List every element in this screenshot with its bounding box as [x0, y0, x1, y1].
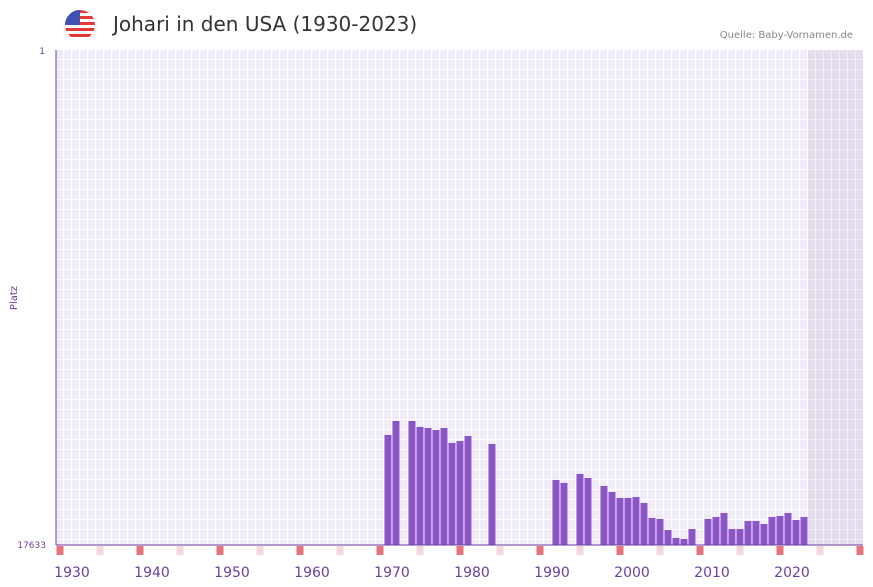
- bar-2004[interactable]: [664, 529, 672, 545]
- year-marker: [856, 546, 864, 555]
- bar-2001[interactable]: [640, 503, 648, 545]
- bar-1969[interactable]: [384, 434, 392, 545]
- year-marker: [136, 546, 144, 555]
- year-marker: [736, 546, 744, 555]
- bar-1998[interactable]: [616, 497, 624, 545]
- bar-2007[interactable]: [688, 528, 696, 545]
- year-marker: [576, 546, 584, 555]
- year-marker: [336, 546, 344, 555]
- bar-2014[interactable]: [744, 520, 752, 545]
- bar-2020[interactable]: [792, 519, 800, 545]
- y-tick-top: 1: [39, 47, 45, 57]
- bar-2018[interactable]: [776, 515, 784, 545]
- chart-title: Johari in den USA (1930-2023): [113, 12, 418, 36]
- x-tick-label: 1950: [214, 565, 250, 581]
- bar-1972[interactable]: [408, 420, 416, 545]
- bar-1973[interactable]: [416, 426, 424, 545]
- bar-1978[interactable]: [456, 440, 464, 545]
- bar-1991[interactable]: [560, 482, 568, 545]
- year-marker: [176, 546, 184, 555]
- bar-2021[interactable]: [800, 517, 808, 545]
- year-marker: [296, 546, 304, 555]
- bar-1996[interactable]: [600, 485, 608, 545]
- year-marker: [456, 546, 464, 555]
- x-tick-label: 1990: [534, 565, 570, 581]
- bar-1974[interactable]: [424, 427, 432, 545]
- bar-1976[interactable]: [440, 427, 448, 545]
- bar-2000[interactable]: [632, 496, 640, 545]
- bar-2019[interactable]: [784, 512, 792, 545]
- x-tick-label: 1930: [54, 565, 90, 581]
- bar-2016[interactable]: [760, 524, 768, 545]
- x-tick-label: 1980: [454, 565, 490, 581]
- x-tick-label: 2020: [774, 565, 810, 581]
- year-marker: [536, 546, 544, 555]
- y-axis-label: Platz: [9, 286, 20, 310]
- x-tick-label: 2000: [614, 565, 650, 581]
- x-tick-label: 1970: [374, 565, 410, 581]
- bar-1999[interactable]: [624, 497, 632, 545]
- bar-1970[interactable]: [392, 420, 400, 545]
- us-flag-icon: [65, 10, 95, 44]
- year-marker: [416, 546, 424, 555]
- bar-2013[interactable]: [736, 528, 744, 545]
- bar-1990[interactable]: [552, 479, 560, 545]
- bar-2003[interactable]: [656, 519, 664, 545]
- bar-2005[interactable]: [672, 537, 680, 545]
- bar-1997[interactable]: [608, 491, 616, 545]
- y-tick-bottom: 17633: [17, 541, 46, 551]
- bar-2010[interactable]: [712, 517, 720, 545]
- bar-1993[interactable]: [576, 473, 584, 545]
- source-credit: Quelle: Baby-Vornamen.de: [719, 30, 853, 41]
- year-marker: [816, 546, 824, 555]
- bar-1979[interactable]: [464, 435, 472, 545]
- year-marker: [776, 546, 784, 555]
- year-marker: [616, 546, 624, 555]
- bar-2012[interactable]: [728, 528, 736, 545]
- future-shade: [808, 50, 863, 545]
- x-tick-label: 1960: [294, 565, 330, 581]
- bar-2002[interactable]: [648, 517, 656, 545]
- x-tick-label: 2010: [694, 565, 730, 581]
- year-marker: [656, 546, 664, 555]
- bar-2009[interactable]: [704, 519, 712, 545]
- bar-2015[interactable]: [752, 520, 760, 545]
- bar-2011[interactable]: [720, 512, 728, 545]
- bar-1975[interactable]: [432, 429, 440, 545]
- year-marker: [56, 546, 64, 555]
- bar-2006[interactable]: [680, 538, 688, 545]
- bar-2017[interactable]: [768, 517, 776, 545]
- bar-1994[interactable]: [584, 477, 592, 545]
- year-marker: [376, 546, 384, 555]
- bar-1977[interactable]: [448, 442, 456, 545]
- year-marker: [496, 546, 504, 555]
- x-tick-label: 1940: [134, 565, 170, 581]
- year-marker: [216, 546, 224, 555]
- bar-1982[interactable]: [488, 443, 496, 545]
- year-marker: [256, 546, 264, 555]
- year-marker: [96, 546, 104, 555]
- year-marker: [696, 546, 704, 555]
